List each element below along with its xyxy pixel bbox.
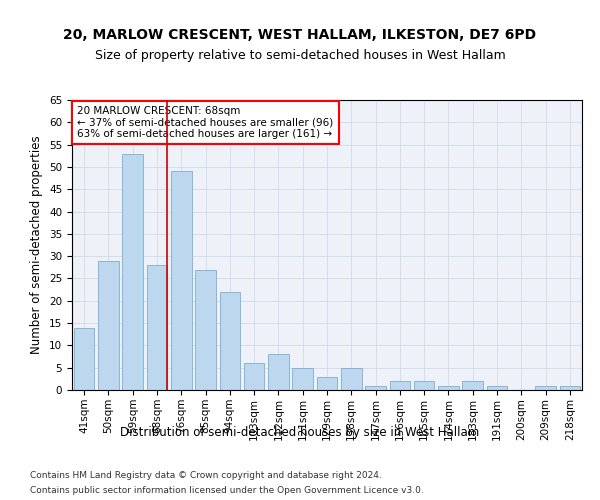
Bar: [414, 381, 434, 390]
Text: Distribution of semi-detached houses by size in West Hallam: Distribution of semi-detached houses by …: [121, 426, 479, 439]
Bar: [317, 376, 337, 390]
Bar: [220, 292, 240, 390]
Bar: [74, 328, 94, 390]
Text: 20, MARLOW CRESCENT, WEST HALLAM, ILKESTON, DE7 6PD: 20, MARLOW CRESCENT, WEST HALLAM, ILKEST…: [64, 28, 536, 42]
Bar: [487, 386, 508, 390]
Bar: [146, 265, 167, 390]
Bar: [98, 260, 119, 390]
Bar: [244, 363, 265, 390]
Bar: [341, 368, 362, 390]
Bar: [389, 381, 410, 390]
Text: Contains HM Land Registry data © Crown copyright and database right 2024.: Contains HM Land Registry data © Crown c…: [30, 471, 382, 480]
Text: 20 MARLOW CRESCENT: 68sqm
← 37% of semi-detached houses are smaller (96)
63% of : 20 MARLOW CRESCENT: 68sqm ← 37% of semi-…: [77, 106, 334, 139]
Bar: [463, 381, 483, 390]
Bar: [171, 172, 191, 390]
Bar: [122, 154, 143, 390]
Bar: [292, 368, 313, 390]
Text: Contains public sector information licensed under the Open Government Licence v3: Contains public sector information licen…: [30, 486, 424, 495]
Y-axis label: Number of semi-detached properties: Number of semi-detached properties: [31, 136, 43, 354]
Bar: [268, 354, 289, 390]
Bar: [560, 386, 580, 390]
Text: Size of property relative to semi-detached houses in West Hallam: Size of property relative to semi-detach…: [95, 48, 505, 62]
Bar: [365, 386, 386, 390]
Bar: [195, 270, 216, 390]
Bar: [438, 386, 459, 390]
Bar: [535, 386, 556, 390]
